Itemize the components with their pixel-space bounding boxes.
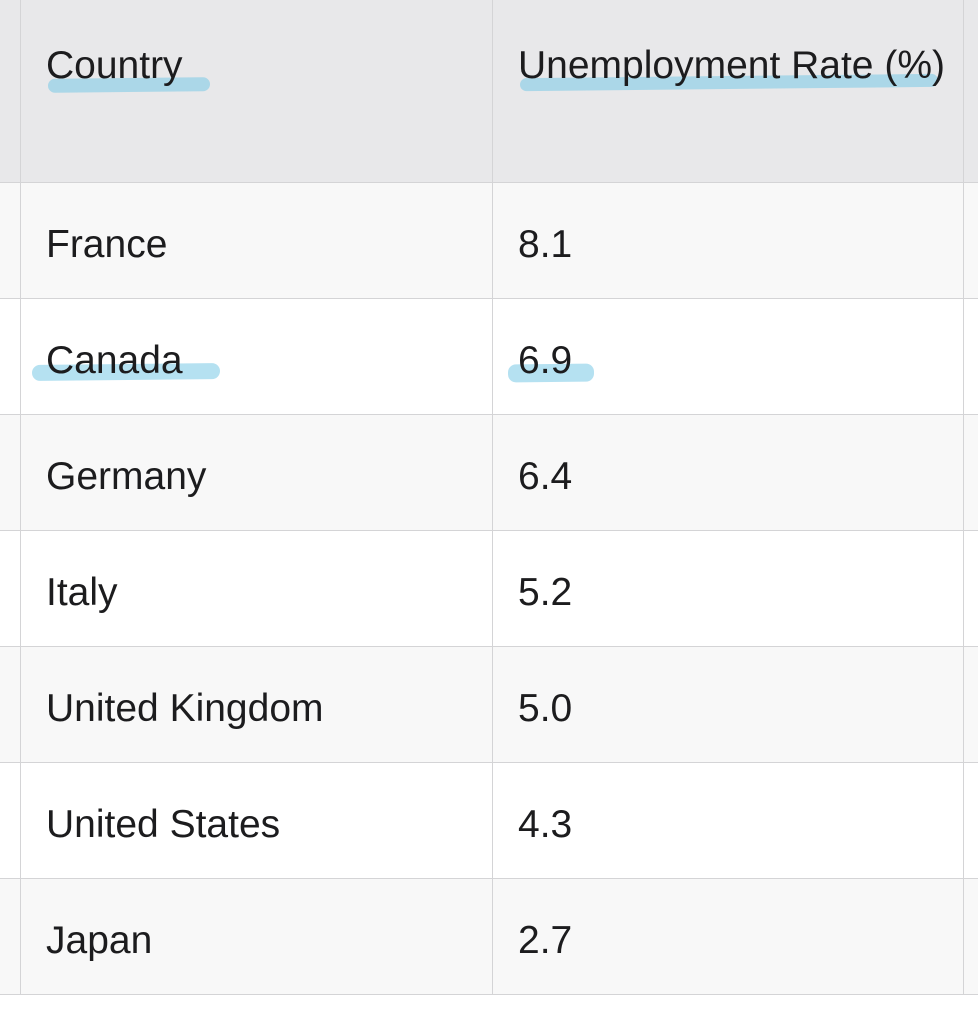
- table-cell: 6.9: [518, 339, 573, 382]
- table-cell: Japan: [46, 919, 153, 962]
- column-line: [963, 0, 964, 994]
- table-row: [0, 299, 978, 415]
- table-cell: Germany: [46, 455, 207, 498]
- table-row: [0, 763, 978, 879]
- table-cell: 5.0: [518, 687, 573, 730]
- header-cell: Country: [46, 44, 183, 87]
- table-cell: 8.1: [518, 223, 573, 266]
- table-row: [0, 531, 978, 647]
- table-row: [0, 415, 978, 531]
- table-cell: United Kingdom: [46, 687, 324, 730]
- table-cell: United States: [46, 803, 281, 846]
- column-line: [492, 0, 493, 994]
- table-cell: 2.7: [518, 919, 573, 962]
- table-cell: 4.3: [518, 803, 573, 846]
- table-cell: Canada: [46, 339, 183, 382]
- table-cell: Italy: [46, 571, 118, 614]
- table-row: [0, 183, 978, 299]
- table-cell: France: [46, 223, 168, 266]
- table-row: [0, 879, 978, 995]
- column-line: [20, 0, 21, 994]
- table-row: [0, 647, 978, 763]
- table-cell: 5.2: [518, 571, 573, 614]
- header-cell: Unemployment Rate (%): [518, 44, 945, 87]
- table-cell: 6.4: [518, 455, 573, 498]
